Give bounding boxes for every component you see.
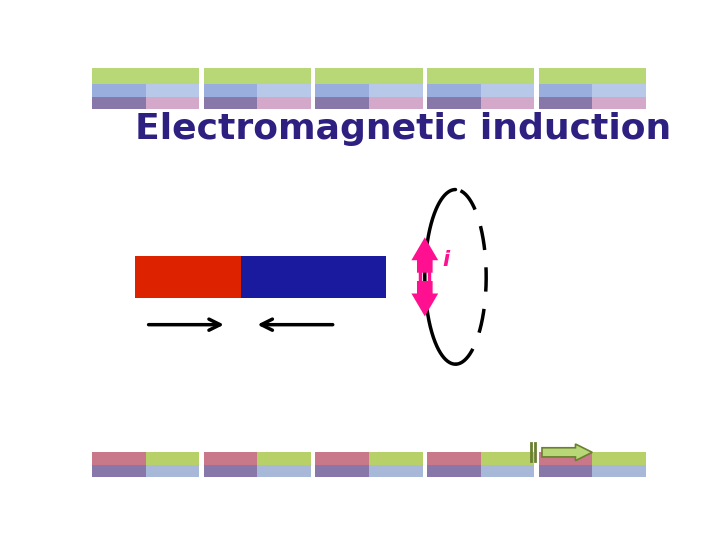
Bar [593, 84, 646, 97]
Bar [369, 68, 423, 84]
Bar [315, 453, 369, 465]
Bar [481, 84, 534, 97]
Bar [92, 453, 145, 465]
Bar [145, 84, 199, 97]
Bar [258, 465, 311, 477]
Bar [369, 465, 423, 477]
Bar [593, 453, 646, 465]
Bar [258, 84, 311, 97]
Text: i: i [443, 250, 450, 270]
Bar [427, 453, 481, 465]
Bar [315, 97, 369, 109]
Bar [315, 84, 369, 97]
Bar [427, 97, 481, 109]
Bar [593, 97, 646, 109]
Bar [539, 97, 593, 109]
Bar [593, 465, 646, 477]
Bar [593, 68, 646, 84]
Bar [427, 465, 481, 477]
Bar [539, 453, 593, 465]
Bar [315, 68, 369, 84]
Bar [92, 465, 145, 477]
Bar [258, 68, 311, 84]
Bar [481, 465, 534, 477]
Bar [92, 84, 145, 97]
Bar [315, 465, 369, 477]
FancyArrow shape [411, 281, 438, 316]
Bar [204, 465, 258, 477]
Bar [258, 453, 311, 465]
Bar [258, 97, 311, 109]
Bar [204, 68, 258, 84]
Bar [481, 97, 534, 109]
Bar [369, 97, 423, 109]
Bar [145, 97, 199, 109]
Bar [145, 68, 199, 84]
Bar [369, 84, 423, 97]
Bar [145, 453, 199, 465]
Text: Electromagnetic induction: Electromagnetic induction [135, 112, 671, 146]
Bar [240, 256, 386, 298]
Bar [145, 465, 199, 477]
Bar [92, 97, 145, 109]
FancyArrow shape [542, 444, 592, 461]
Bar [204, 84, 258, 97]
FancyArrow shape [411, 238, 438, 273]
Bar [204, 453, 258, 465]
Bar [369, 453, 423, 465]
Bar [427, 68, 481, 84]
Bar [481, 68, 534, 84]
Bar [427, 84, 481, 97]
Bar [539, 68, 593, 84]
Bar [204, 97, 258, 109]
Bar [539, 465, 593, 477]
Bar [481, 453, 534, 465]
Bar [92, 68, 145, 84]
Bar [135, 256, 240, 298]
Bar [539, 84, 593, 97]
